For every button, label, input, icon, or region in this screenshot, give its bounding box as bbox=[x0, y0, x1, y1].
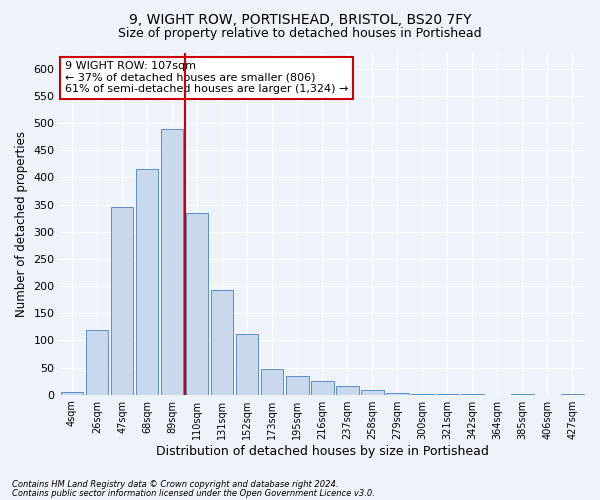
Bar bbox=[161, 128, 184, 394]
X-axis label: Distribution of detached houses by size in Portishead: Distribution of detached houses by size … bbox=[156, 444, 489, 458]
Bar bbox=[261, 368, 283, 394]
Text: Contains HM Land Registry data © Crown copyright and database right 2024.: Contains HM Land Registry data © Crown c… bbox=[12, 480, 338, 489]
Bar bbox=[86, 330, 109, 394]
Text: 9, WIGHT ROW, PORTISHEAD, BRISTOL, BS20 7FY: 9, WIGHT ROW, PORTISHEAD, BRISTOL, BS20 … bbox=[128, 12, 472, 26]
Bar bbox=[361, 390, 383, 394]
Bar bbox=[286, 376, 308, 394]
Bar bbox=[186, 212, 208, 394]
Bar bbox=[211, 290, 233, 395]
Bar bbox=[311, 381, 334, 394]
Bar bbox=[386, 393, 409, 394]
Bar bbox=[136, 170, 158, 394]
Bar bbox=[236, 334, 259, 394]
Text: Contains public sector information licensed under the Open Government Licence v3: Contains public sector information licen… bbox=[12, 488, 375, 498]
Text: Size of property relative to detached houses in Portishead: Size of property relative to detached ho… bbox=[118, 28, 482, 40]
Text: 9 WIGHT ROW: 107sqm
← 37% of detached houses are smaller (806)
61% of semi-detac: 9 WIGHT ROW: 107sqm ← 37% of detached ho… bbox=[65, 61, 348, 94]
Bar bbox=[61, 392, 83, 394]
Y-axis label: Number of detached properties: Number of detached properties bbox=[15, 130, 28, 316]
Bar bbox=[111, 208, 133, 394]
Bar bbox=[336, 386, 359, 394]
